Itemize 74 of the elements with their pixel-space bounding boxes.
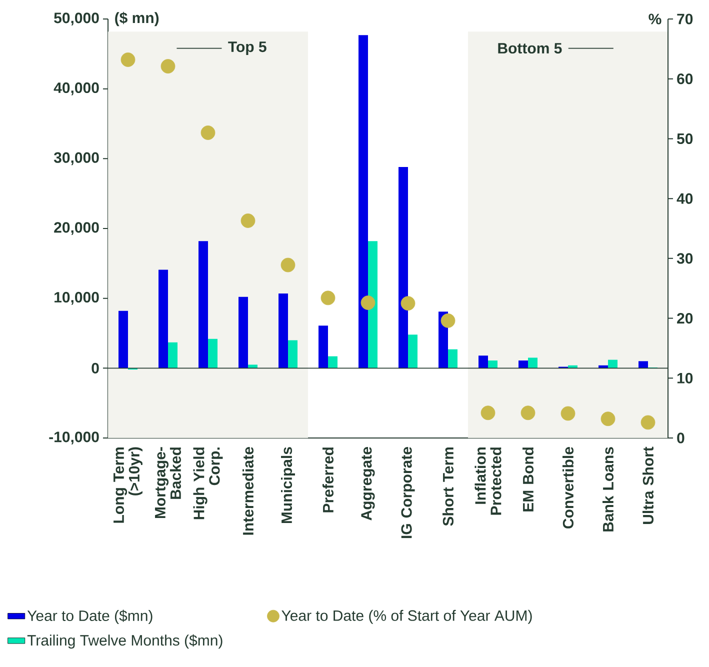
x-tick-label: Aggregate [361,447,375,520]
point [320,290,336,306]
x-tick-label: Long Term (>10yr) [114,447,142,523]
band-label: Top 5 [228,42,266,56]
y-tick-label: 20,000 [54,222,99,235]
x-tick-label: Ultra Short [642,446,654,524]
x-tick-label: Inflation Protected [474,447,502,515]
point [280,258,296,272]
x-tick-label: Short Term [442,447,454,526]
point [560,406,576,421]
bar [318,326,328,368]
point [440,313,456,328]
bar [638,361,648,368]
y-tick-label: -10,000 [49,432,99,444]
y2-tick-label: 50 [676,133,693,144]
bar [278,293,288,368]
x-tick-label: High Yield Corp. [193,448,223,520]
y2-tick-label: 60 [677,74,693,84]
bar [368,241,378,368]
x-tick-label: Bank Loans [602,447,614,532]
point [360,296,376,310]
legend-label: Year to Date (% of Start of Year AUM) [282,610,532,624]
point [200,126,216,140]
y-tick-label: 40,000 [54,82,99,96]
y-tick-label: 10,000 [54,292,99,305]
bar [448,349,458,368]
y-axis-title: ($ mn) [115,12,159,26]
point [600,412,616,426]
point [120,52,136,67]
bar [288,340,298,368]
x-tick-label: Intermediate [242,447,254,535]
y-tick-label: 50,000 [54,12,99,26]
point [640,415,656,430]
bar [238,296,248,368]
band-label: Bottom 5 [498,43,562,54]
bar [408,334,418,368]
y2-tick-label: 20 [677,312,693,324]
point [520,406,536,420]
y2-tick-label: 30 [676,253,693,264]
y2-axis-title: % [648,14,662,24]
bar [198,241,208,368]
bar [248,364,258,368]
legend-label: Year to Date ($mn) [27,610,152,624]
x-tick-label: IG Corporate [401,447,415,538]
bar [358,35,368,368]
bar [488,360,498,368]
bar [478,356,488,368]
bar [208,338,218,368]
x-tick-label: Mortgage-Backed [155,447,181,518]
bar [158,270,168,368]
y2-tick-label: 40 [676,193,693,204]
point [240,214,256,228]
bar [528,358,538,368]
y-tick-label: 0 [92,362,99,374]
point [480,406,496,420]
y2-tick-label: 70 [677,14,693,24]
bar [398,167,408,368]
bar [518,360,528,368]
x-tick-label: Municipals [281,447,295,524]
bar [168,342,178,368]
bar [608,360,618,368]
bar [118,310,128,368]
point [400,296,416,311]
y2-tick-label: 10 [677,372,693,384]
bar [328,356,338,368]
bar [568,365,578,368]
bar [598,365,608,368]
x-tick-label: Preferred [322,448,334,512]
point [160,59,176,74]
y2-tick-label: 0 [677,432,684,444]
x-tick-label: EM Bond [522,448,534,512]
legend-label: Trailing Twelve Months ($mn) [27,634,222,649]
x-tick-label: Convertible [562,447,574,528]
y-tick-label: 30,000 [54,152,99,166]
